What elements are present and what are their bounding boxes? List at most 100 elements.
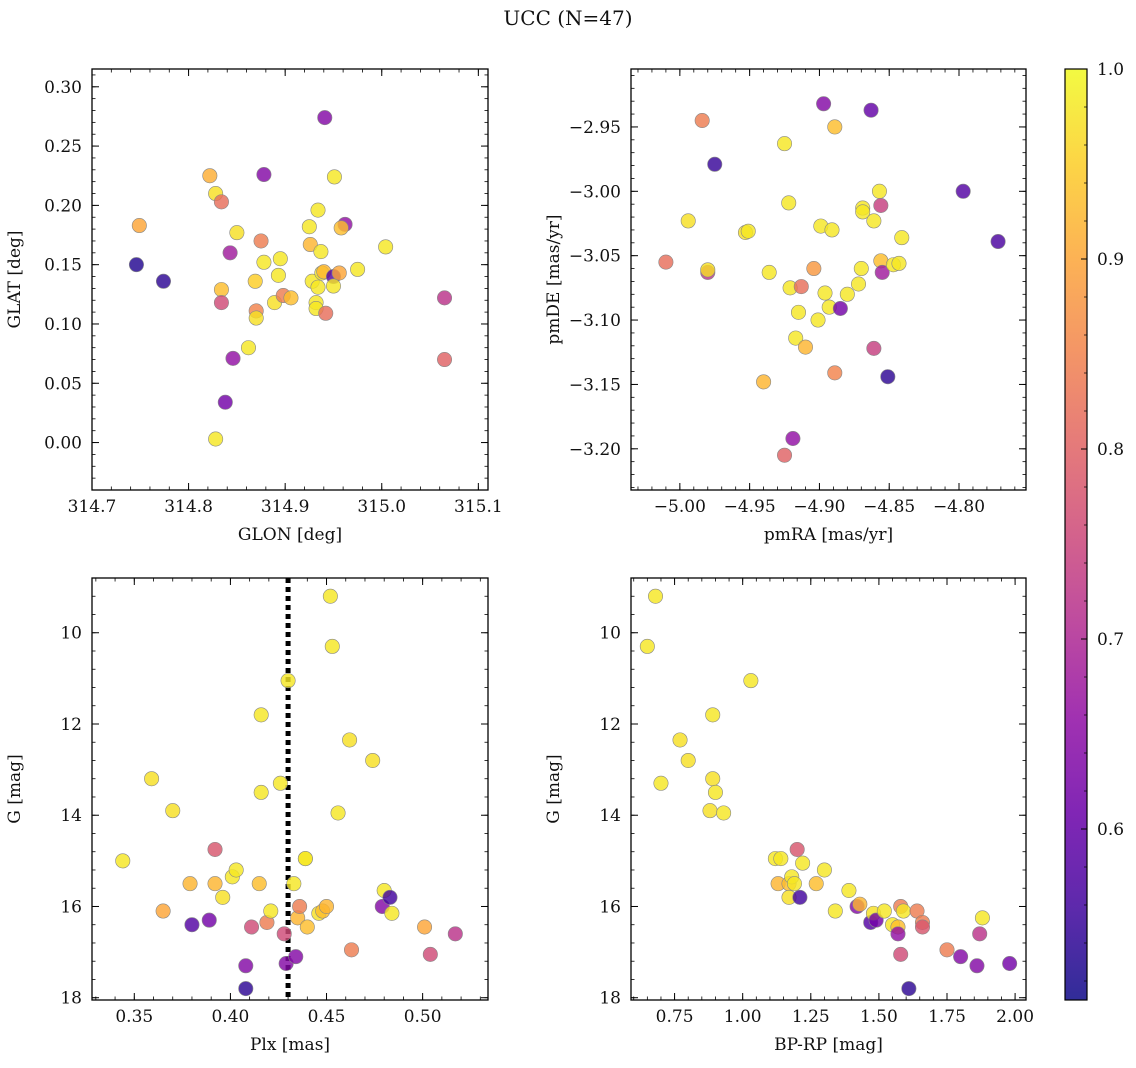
data-point: [893, 946, 909, 962]
data-point: [313, 244, 329, 260]
y-tick-label: 0.25: [44, 137, 82, 157]
y-tick-label: 0.30: [44, 78, 82, 98]
data-point: [810, 312, 826, 328]
data-point: [217, 394, 233, 410]
data-point: [648, 588, 664, 604]
x-tick-label: 0.45: [308, 1007, 346, 1027]
data-point: [740, 223, 756, 239]
x-tick-label: 2.00: [996, 1007, 1034, 1027]
y-tick-label: −3.05: [569, 247, 621, 267]
data-point: [248, 310, 264, 326]
data-point: [417, 919, 433, 935]
data-point: [880, 369, 896, 385]
cmd_plx-points: [115, 588, 463, 997]
data-point: [873, 197, 889, 213]
data-point: [707, 784, 723, 800]
x-tick-label: 314.7: [68, 497, 117, 517]
data-point: [215, 889, 231, 905]
data-point: [969, 958, 985, 974]
x-tick-label: −4.85: [863, 497, 915, 517]
data-point: [890, 926, 906, 942]
data-point: [317, 110, 333, 126]
data-point: [283, 290, 299, 306]
data-point: [939, 942, 955, 958]
colorbar-gradient: [1065, 69, 1087, 1000]
data-point: [310, 279, 326, 295]
data-point: [777, 136, 793, 152]
x-axis-label: BP-RP [mag]: [774, 1035, 883, 1055]
data-point: [895, 903, 911, 919]
colorbar-frame: [1064, 68, 1088, 1001]
data-point: [827, 119, 843, 135]
data-point: [680, 752, 696, 768]
data-point: [672, 732, 688, 748]
data-point: [213, 295, 229, 311]
data-point: [658, 254, 674, 270]
data-point: [330, 805, 346, 821]
x-tick-label: −4.80: [933, 497, 985, 517]
data-point: [222, 245, 238, 261]
data-point: [855, 204, 871, 220]
data-point: [302, 237, 318, 253]
data-point: [208, 431, 224, 447]
data-point: [228, 862, 244, 878]
data-point: [437, 352, 453, 368]
y-tick-label: 16: [599, 897, 621, 917]
x-tick-label: 0.75: [656, 1007, 694, 1027]
data-point: [841, 883, 857, 899]
panel-sky: 314.7 314.8 314.9 315.0 315.1 0.00 0.05 0.10 0.1…: [5, 68, 503, 545]
data-point: [871, 183, 887, 199]
data-point: [839, 286, 855, 302]
data-point: [876, 903, 892, 919]
x-tick-label: 314.8: [164, 497, 213, 517]
x-axis-label: Plx [mas]: [250, 1035, 330, 1055]
data-point: [789, 841, 805, 857]
data-point: [974, 910, 990, 926]
x-tick-label: 314.9: [261, 497, 310, 517]
pm-points: [658, 96, 1006, 463]
data-point: [639, 638, 655, 654]
data-point: [707, 156, 723, 172]
x-tick-label: 0.35: [115, 1007, 153, 1027]
data-point: [292, 898, 308, 914]
data-point: [207, 876, 223, 892]
y-axis-label: G [mag]: [5, 754, 25, 823]
data-point: [1002, 956, 1018, 972]
data-point: [785, 431, 801, 447]
y-tick-label: 12: [599, 715, 621, 735]
colorbar-tick-label: 0.6: [1097, 820, 1124, 840]
data-point: [786, 876, 802, 892]
y-axis-label: pmDE [mas/yr]: [544, 214, 564, 344]
data-point: [155, 903, 171, 919]
data-point: [253, 233, 269, 249]
colorbar-tick-label: 0.9: [1097, 250, 1124, 270]
data-point: [272, 775, 288, 791]
data-point: [301, 219, 317, 235]
x-axis-label: GLON [deg]: [238, 525, 342, 545]
data-point: [705, 707, 721, 723]
data-point: [955, 183, 971, 199]
y-tick-label: 0.20: [44, 196, 82, 216]
data-point: [797, 339, 813, 355]
data-point: [378, 239, 394, 255]
data-point: [824, 222, 840, 238]
data-point: [201, 912, 217, 928]
data-point: [817, 285, 833, 301]
data-point: [202, 168, 218, 184]
data-point: [422, 946, 438, 962]
data-point: [240, 340, 256, 356]
data-point: [702, 803, 718, 819]
data-point: [437, 290, 453, 306]
data-point: [213, 194, 229, 210]
y-tick-label: 18: [60, 989, 82, 1009]
data-point: [795, 855, 811, 871]
x-tick-label: 315.1: [454, 497, 503, 517]
data-point: [827, 903, 843, 919]
data-point: [342, 732, 358, 748]
data-point: [256, 167, 272, 183]
y-tick-label: −3.15: [569, 375, 621, 395]
sky-points: [128, 110, 453, 447]
x-tick-label: −5.00: [654, 497, 706, 517]
data-point: [653, 775, 669, 791]
